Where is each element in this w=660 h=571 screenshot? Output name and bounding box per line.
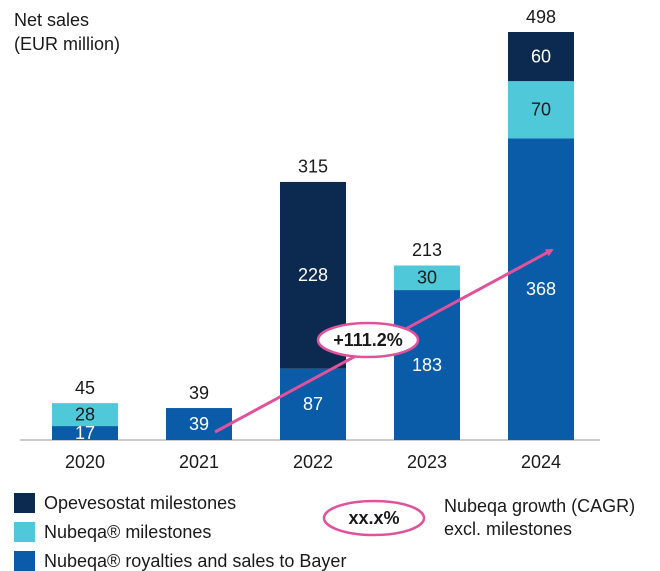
legend-growth-text: Nubeqa growth (CAGR) (444, 496, 635, 516)
segment-label: 87 (303, 394, 323, 414)
x-tick-label: 2024 (521, 452, 561, 472)
growth-label: +111.2% (333, 330, 403, 350)
legend-growth-text: excl. milestones (444, 519, 572, 539)
bar-segment (52, 403, 118, 427)
bar-segment (508, 32, 574, 82)
total-label: 498 (526, 7, 556, 27)
bar-segment (394, 265, 460, 291)
segment-label: 183 (412, 355, 442, 375)
segment-label: 17 (75, 423, 95, 443)
segment-label: 70 (531, 100, 551, 120)
legend-label: Nubeqa® milestones (44, 522, 211, 542)
bar-segment (52, 426, 118, 440)
x-tick-label: 2023 (407, 452, 447, 472)
total-label: 315 (298, 157, 328, 177)
bar-segment (508, 81, 574, 139)
x-tick-label: 2020 (65, 452, 105, 472)
segment-label: 28 (75, 404, 95, 424)
segment-label: 228 (298, 265, 328, 285)
legend-swatch (14, 551, 35, 571)
legend-label: Nubeqa® royalties and sales to Bayer (44, 551, 346, 571)
chart-title: Net sales (14, 10, 89, 30)
legend-label: Opevesostat milestones (44, 493, 236, 513)
legend-swatch (14, 522, 35, 542)
total-label: 45 (75, 378, 95, 398)
segment-label: 368 (526, 279, 556, 299)
x-tick-label: 2021 (179, 452, 219, 472)
growth-ellipse (316, 321, 420, 359)
segment-label: 30 (417, 268, 437, 288)
segment-label: 60 (531, 46, 551, 66)
legend-swatch (14, 493, 35, 513)
segment-label: 39 (189, 414, 209, 434)
total-label: 39 (189, 383, 209, 403)
bar-segment (166, 408, 232, 440)
legend-growth-label: xx.x% (348, 508, 399, 528)
chart-title: (EUR million) (14, 34, 120, 54)
total-label: 213 (412, 240, 442, 260)
x-tick-label: 2022 (293, 452, 333, 472)
bar-segment (394, 290, 460, 440)
legend-growth-ellipse (322, 499, 426, 537)
bar-segment (508, 138, 574, 440)
